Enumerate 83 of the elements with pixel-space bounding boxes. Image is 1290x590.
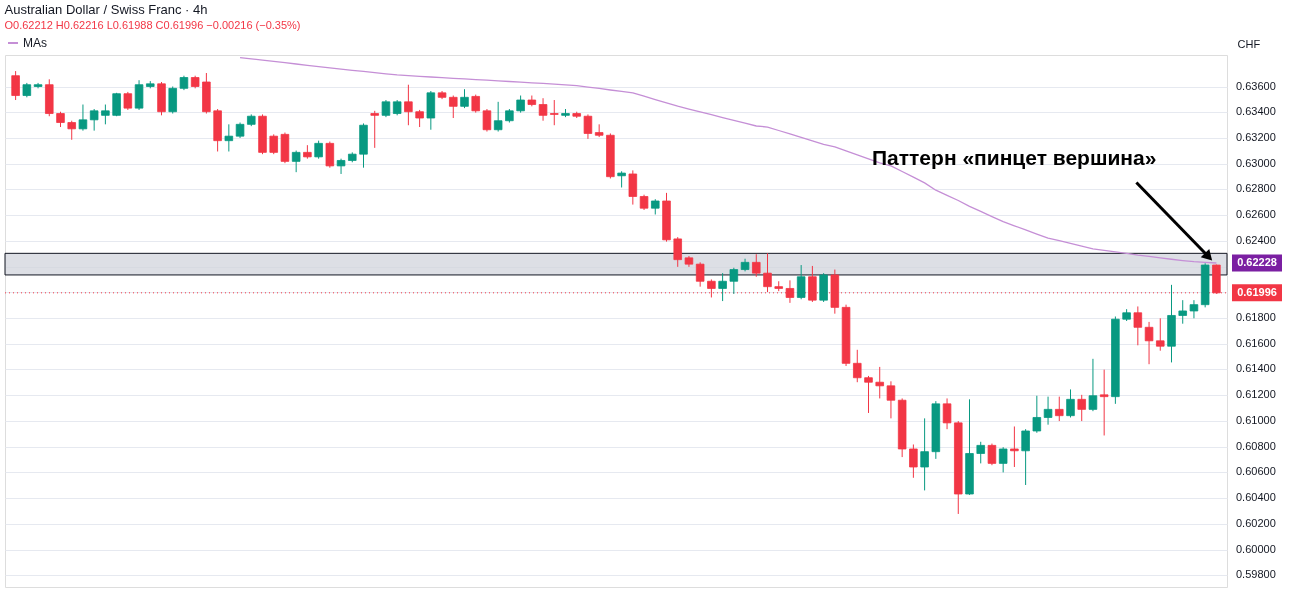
candlestick — [11, 70, 20, 101]
candlestick — [314, 140, 323, 160]
candlestick — [864, 375, 873, 414]
candlestick — [796, 264, 806, 300]
candlestick — [550, 99, 559, 126]
candlestick — [78, 104, 88, 132]
y-tick-label: 0.60200 — [1236, 516, 1276, 529]
candlestick — [1178, 299, 1187, 325]
y-tick-label: 0.61600 — [1236, 336, 1276, 349]
candlestick — [370, 110, 379, 149]
candlestick — [67, 120, 76, 141]
candlestick — [101, 104, 110, 125]
y-tick-label: 0.63400 — [1236, 105, 1276, 118]
y-tick-label: 0.63600 — [1236, 79, 1276, 92]
candlestick — [460, 88, 469, 109]
candlestick — [853, 349, 862, 383]
y-tick-label: 0.59800 — [1236, 568, 1276, 581]
candlestick — [976, 441, 985, 464]
line-series — [239, 57, 1218, 264]
candlestick — [449, 95, 458, 119]
candlestick — [987, 443, 997, 466]
legend-label: MAs — [23, 36, 47, 50]
candlestick — [168, 86, 177, 115]
y-tick-label: 0.60000 — [1236, 542, 1276, 555]
candlestick — [336, 158, 346, 175]
chart-subtitle: O0.62212 H0.62216 L0.61988 C0.61996 −0.00216 (−0.35%) — [4, 19, 301, 31]
chart-title: Australian Dollar / Swiss Franc · 4h — [4, 2, 208, 17]
candlestick — [673, 236, 682, 268]
candlestick — [942, 397, 952, 430]
candlestick — [752, 253, 761, 278]
candlestick — [1156, 317, 1165, 352]
y-axis-title: CHF — [1237, 37, 1261, 50]
y-tick-label: 0.61400 — [1236, 362, 1276, 375]
candlestick — [628, 169, 638, 206]
candlestick — [291, 150, 301, 173]
candlestick — [785, 279, 795, 304]
y-tick-label: 0.63000 — [1236, 156, 1276, 169]
candlestick — [1043, 396, 1053, 426]
candlestick — [224, 123, 234, 152]
candlestick — [763, 252, 772, 293]
candlestick — [1077, 394, 1086, 422]
candlestick — [729, 267, 739, 295]
candlestick — [920, 417, 929, 491]
candlestick — [1189, 299, 1199, 319]
candlestick — [583, 113, 593, 140]
candlestick — [1010, 425, 1019, 468]
y-tick-label: 0.62600 — [1236, 208, 1276, 221]
y-tick-label: 0.60400 — [1236, 491, 1276, 504]
y-tick-label: 0.63200 — [1236, 130, 1276, 143]
candlestick — [1088, 358, 1098, 412]
candlestick — [134, 79, 144, 111]
y-tick-label: 0.60800 — [1236, 439, 1276, 452]
candlestick — [886, 380, 896, 419]
y-tick-label: 0.62400 — [1236, 233, 1276, 246]
ref-line-label: 0.61996 — [1237, 285, 1277, 298]
candlestick — [325, 141, 335, 169]
candlestick — [1099, 369, 1109, 436]
candlestick — [875, 366, 884, 399]
candlestick — [1133, 305, 1143, 346]
candlestick — [695, 261, 705, 288]
y-tick-label: 0.61800 — [1236, 311, 1276, 324]
candlestick — [1055, 396, 1064, 422]
candlestick — [471, 94, 480, 114]
candlestick — [1066, 388, 1075, 418]
candlestick — [493, 101, 503, 133]
candlestick — [909, 443, 918, 479]
candlestick — [1032, 395, 1042, 434]
candlestick — [404, 84, 413, 126]
candlestick — [1144, 321, 1154, 365]
candlestick — [123, 91, 133, 111]
candlestick — [482, 108, 492, 133]
y-tick-label: 0.61000 — [1236, 413, 1276, 426]
y-tick-label: 0.61200 — [1236, 388, 1276, 401]
y-tick-label: 0.60600 — [1236, 465, 1276, 478]
candlestick — [89, 108, 99, 132]
candlestick — [269, 133, 278, 155]
candlestick — [998, 446, 1008, 473]
y-tick-label: 0.62800 — [1236, 182, 1276, 195]
candlestick — [538, 97, 548, 122]
candlestick — [1021, 428, 1030, 486]
text: 0.62228 — [1237, 255, 1277, 268]
annotation: Паттерн «пинцет вершина» — [872, 145, 1157, 169]
candlestick — [718, 272, 727, 302]
